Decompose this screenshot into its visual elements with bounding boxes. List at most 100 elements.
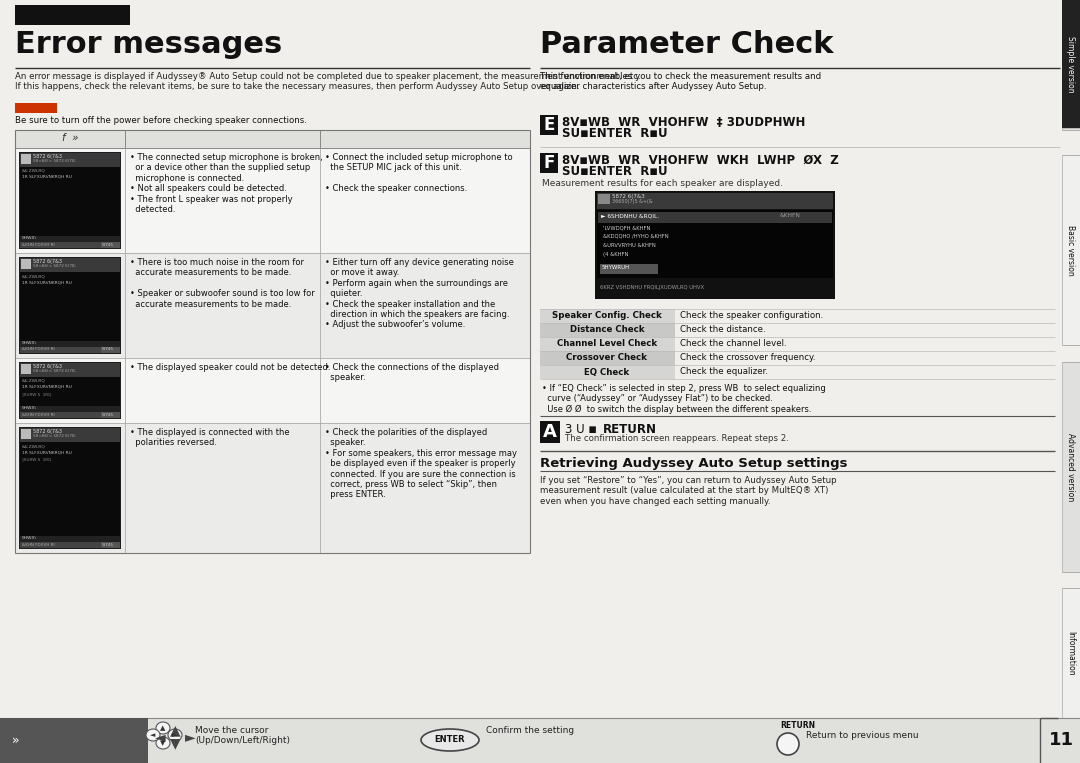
Bar (0, 718, 1080, 763)
Ellipse shape (421, 729, 480, 751)
Text: ▲: ▲ (170, 723, 180, 737)
Text: Check the crossover frequency.: Check the crossover frequency. (680, 353, 815, 362)
Text: »: » (12, 733, 19, 746)
Text: • Check the polarities of the displayed
  speaker.
• For some speakers, this err: • Check the polarities of the displayed … (325, 428, 517, 500)
Text: • If “EQ Check” is selected in step 2, press WB  to select equalizing
  curve (“: • If “EQ Check” is selected in step 2, p… (542, 384, 826, 414)
Text: E: E (543, 116, 555, 134)
Text: Advanced version: Advanced version (1067, 433, 1076, 501)
Text: If you set “Restore” to “Yes”, you can return to Audyssey Auto Setup
measurement: If you set “Restore” to “Yes”, you can r… (540, 476, 837, 506)
Text: ►: ► (185, 730, 195, 744)
Text: F: F (543, 154, 555, 172)
Text: Confirm the setting: Confirm the setting (486, 726, 575, 735)
Bar (21, 412, 120, 418)
Text: 11: 11 (1049, 731, 1074, 749)
Text: 1R SLFXURVNKRQH RU: 1R SLFXURVNKRQH RU (22, 385, 71, 389)
Bar (15, 423, 530, 553)
Text: &KHN FDXVH RI: &KHN FDXVH RI (22, 542, 55, 546)
Text: 58<66(< 5872 6(78;: 58<66(< 5872 6(78; (33, 159, 76, 163)
Text: 5HWX\: 5HWX\ (22, 536, 37, 540)
Bar (1062, 0, 1080, 130)
Text: Channel Level Check: Channel Level Check (557, 340, 657, 349)
Text: 58<66(< 5872 6(78;: 58<66(< 5872 6(78; (33, 369, 76, 373)
Text: SU◾ENTER  R◾U: SU◾ENTER R◾U (562, 127, 667, 140)
Bar (597, 210, 833, 278)
Bar (19, 362, 121, 419)
Bar (15, 253, 530, 358)
Text: Check the distance.: Check the distance. (680, 326, 766, 334)
Text: &$;ZWLRQ: &$;ZWLRQ (22, 444, 45, 448)
Text: 5(745: 5(745 (102, 347, 114, 352)
Text: • The connected setup microphone is broken,
  or a device other than the supplie: • The connected setup microphone is brok… (130, 153, 323, 214)
Text: 58<66(< 5872 6(78;: 58<66(< 5872 6(78; (33, 434, 76, 438)
Text: 5(745: 5(745 (102, 243, 114, 246)
Text: ► 6SHDNHU &RQIL.: ► 6SHDNHU &RQIL. (600, 213, 659, 218)
Bar (21, 154, 31, 164)
Bar (21, 363, 120, 377)
Bar (1062, 155, 1080, 345)
Bar (21, 377, 120, 406)
Text: &KHN FDXVH RI: &KHN FDXVH RI (22, 413, 55, 417)
Text: Error messages: Error messages (15, 30, 282, 59)
Text: 5HWX\: 5HWX\ (22, 236, 37, 240)
Text: 1R SLFXURVNKRQH RU: 1R SLFXURVNKRQH RU (22, 280, 71, 284)
Text: f  »: f » (62, 133, 78, 143)
Text: • The displayed speaker could not be detected.: • The displayed speaker could not be det… (130, 363, 330, 372)
Text: &KHN FDXVH RI: &KHN FDXVH RI (22, 347, 55, 352)
Text: Distance Check: Distance Check (569, 326, 645, 334)
Text: Check the equalizer.: Check the equalizer. (680, 368, 768, 376)
Text: • Either turn off any device generating noise
  or move it away.
• Perform again: • Either turn off any device generating … (325, 258, 514, 330)
Bar (21, 406, 120, 412)
Text: RETURN: RETURN (780, 721, 815, 730)
Text: ◄: ◄ (150, 732, 156, 738)
Bar (540, 365, 675, 379)
Text: • The displayed is connected with the
  polarities reversed.: • The displayed is connected with the po… (130, 428, 289, 447)
Text: 8V◾WB  WR  VHOHFW  ‡ 3DUDPHWH: 8V◾WB WR VHOHFW ‡ 3DUDPHWH (562, 116, 806, 129)
Ellipse shape (168, 729, 183, 741)
Text: Crossover Check: Crossover Check (567, 353, 648, 362)
Circle shape (777, 733, 799, 755)
Bar (598, 212, 832, 223)
Text: Check the speaker configuration.: Check the speaker configuration. (680, 311, 823, 320)
Bar (597, 193, 833, 209)
Text: 'LVWDQFH &KHFN: 'LVWDQFH &KHFN (603, 225, 650, 230)
Text: 5(745: 5(745 (102, 542, 114, 546)
Bar (540, 421, 561, 443)
Text: RETURN: RETURN (603, 423, 657, 436)
Text: 5(745: 5(745 (102, 413, 114, 417)
Bar (598, 194, 610, 204)
Text: 5872 6(7&3: 5872 6(7&3 (612, 194, 645, 199)
Bar (19, 257, 121, 354)
Text: ▼: ▼ (160, 740, 165, 746)
Text: ]XURW S  1RQ: ]XURW S 1RQ (22, 392, 52, 396)
Bar (21, 167, 120, 236)
Text: Simple version: Simple version (1067, 36, 1076, 92)
Text: Basic version: Basic version (1067, 224, 1076, 275)
Ellipse shape (146, 729, 160, 741)
Text: &KHFN: &KHFN (780, 213, 801, 218)
Bar (21, 536, 120, 542)
Bar (21, 347, 120, 353)
Text: Simple version: Simple version (1067, 37, 1076, 93)
Bar (21, 442, 120, 536)
Bar (540, 115, 558, 135)
Text: 5HWX\: 5HWX\ (22, 341, 37, 345)
Text: 1R SLFXURVNKRQH RU: 1R SLFXURVNKRQH RU (22, 175, 71, 179)
Text: Be sure to turn off the power before checking speaker connections.: Be sure to turn off the power before che… (15, 116, 307, 125)
Bar (1062, 588, 1080, 718)
Ellipse shape (156, 722, 170, 734)
Text: 6KRZ VSHDNHU FRQILJXUDWLRQ UHVX: 6KRZ VSHDNHU FRQILJXUDWLRQ UHVX (600, 285, 704, 290)
Bar (15, 103, 57, 113)
Text: 5872 6(7&3: 5872 6(7&3 (33, 259, 62, 264)
Bar (540, 153, 558, 173)
Bar (15, 358, 530, 423)
Bar (21, 272, 120, 341)
Text: (Up/Down/Left/Right): (Up/Down/Left/Right) (195, 736, 291, 745)
Text: 5HYWRUH: 5HYWRUH (602, 265, 631, 270)
Bar (21, 364, 31, 374)
Bar (21, 341, 120, 347)
Bar (15, 130, 530, 148)
Text: Parameter Check: Parameter Check (540, 30, 834, 59)
Text: 8V◾WB  WR  VHOHFW  WKH  LWHP  ØX  Z: 8V◾WB WR VHOHFW WKH LWHP ØX Z (562, 154, 839, 167)
Text: ▼: ▼ (170, 736, 180, 750)
Text: • Connect the included setup microphone to
  the SETUP MIC jack of this unit.

•: • Connect the included setup microphone … (325, 153, 513, 193)
